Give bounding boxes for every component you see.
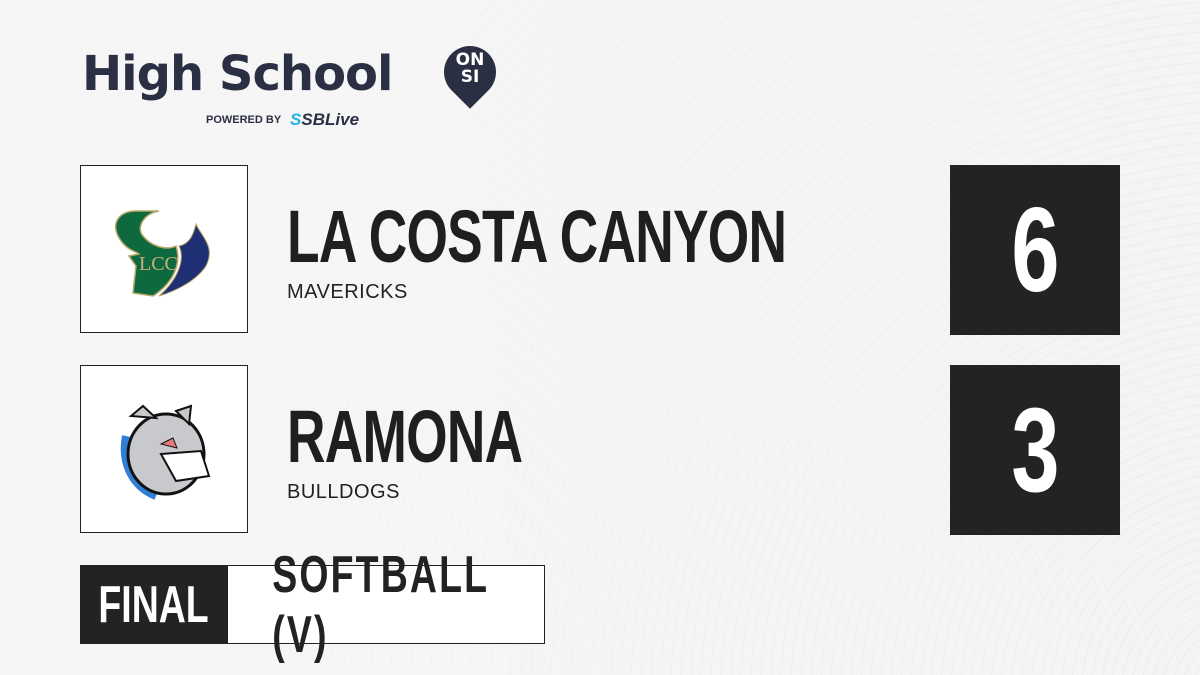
brand-title: High School xyxy=(82,46,393,102)
team-mascot-home: MAVERICKS xyxy=(287,281,408,303)
brand-logo: High School ON SI POWERED BY SSBLive xyxy=(82,35,507,129)
sport-label: SOFTBALL (V) xyxy=(227,546,545,664)
team-logo-home: LCC xyxy=(80,165,248,333)
score-home: 6 xyxy=(950,165,1120,335)
lcc-horns-logo-icon: LCC xyxy=(115,210,210,297)
team-mascot-away: BULLDOGS xyxy=(287,481,400,503)
svg-text:LCC: LCC xyxy=(139,253,178,275)
powered-by-label: POWERED BY xyxy=(206,114,281,126)
score-away: 3 xyxy=(950,365,1120,535)
team-name-home: LA COSTA CANYON xyxy=(287,195,787,278)
on-si-badge: ON SI xyxy=(455,50,485,87)
powered-by: POWERED BY SSBLive xyxy=(206,110,359,130)
team-logo-away xyxy=(80,365,248,533)
sblive-logo: SSBLive xyxy=(290,110,360,129)
bulldog-logo-icon xyxy=(120,404,211,500)
game-status-badge: FINAL xyxy=(80,565,227,644)
team-name-away: RAMONA xyxy=(287,395,523,478)
